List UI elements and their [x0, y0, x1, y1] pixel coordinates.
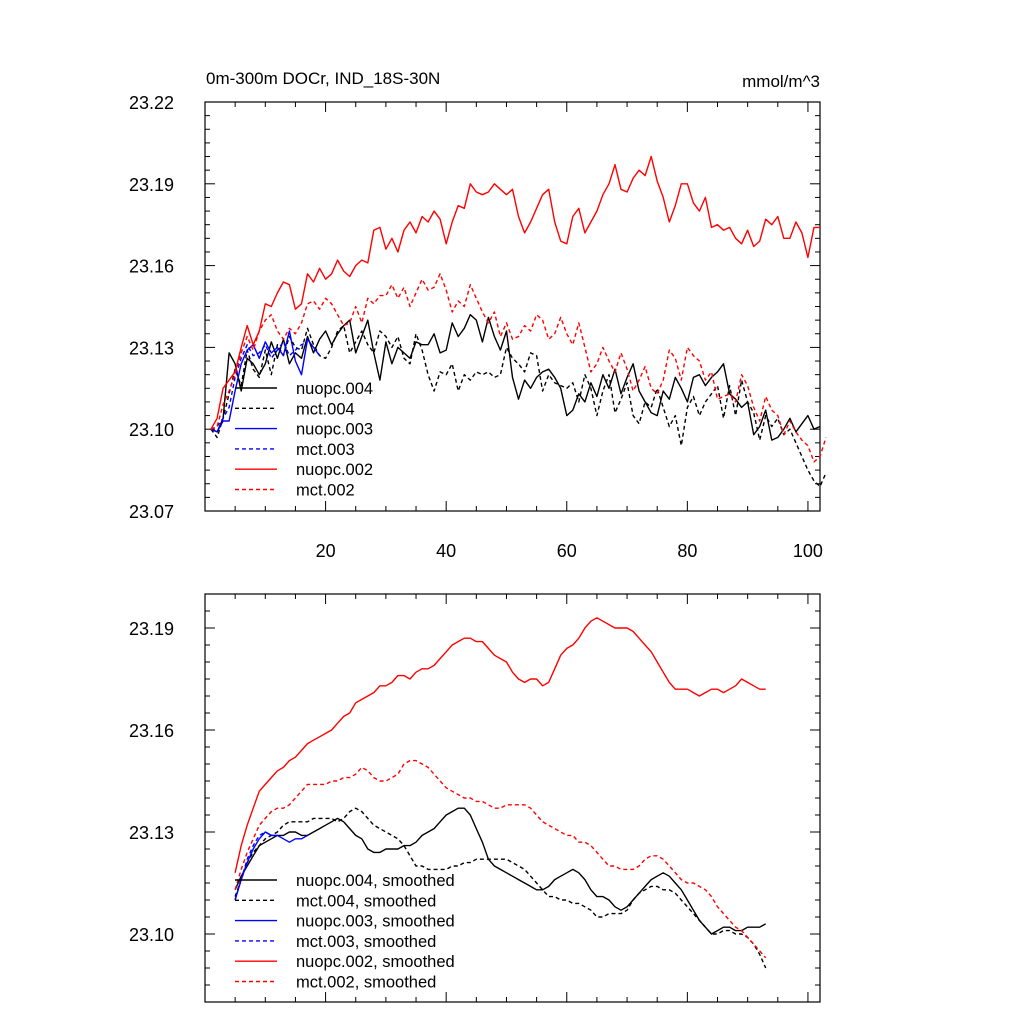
top-panel-title: 0m-300m DOCr, IND_18S-30N: [206, 69, 440, 88]
series-line-nuopc-003-smoothed: [234, 831, 308, 901]
top-panel-units: mmol/m^3: [742, 72, 820, 91]
legend-label: nuopc.003, smoothed: [296, 913, 455, 931]
x-tick-label: 60: [557, 541, 577, 561]
series-line-mct-002: [210, 273, 827, 463]
y-tick-label: 23.10: [129, 925, 174, 945]
legend-label: nuopc.003: [296, 421, 373, 439]
y-tick-label: 23.13: [129, 338, 174, 358]
y-tick-label: 23.16: [129, 721, 174, 741]
x-tick-label: 40: [436, 541, 456, 561]
y-tick-label: 23.19: [129, 175, 174, 195]
bottom-panel-series: [234, 617, 767, 969]
series-line-nuopc-002-smoothed: [234, 617, 766, 873]
y-tick-label: 23.10: [129, 420, 174, 440]
x-tick-label: 20: [316, 541, 336, 561]
top-panel-legend: nuopc.004 mct.004 nuopc.003 mct.003 nuopc.00…: [235, 380, 373, 500]
legend-label: mct.004, smoothed: [296, 892, 436, 910]
top-panel-axes: 20 40 60 80 100 23.07 23.10 23.13 23.16 23.19 23.2…: [129, 93, 823, 561]
legend-label: nuopc.004: [296, 380, 373, 398]
series-line-mct-003: [210, 341, 308, 430]
y-tick-label: 23.16: [129, 257, 174, 277]
legend-label: mct.003, smoothed: [296, 933, 436, 951]
y-tick-label: 23.13: [129, 823, 174, 843]
legend-label: mct.002, smoothed: [296, 974, 436, 992]
x-tick-label: 100: [793, 541, 823, 561]
legend-label: nuopc.002: [296, 461, 373, 479]
y-tick-label: 23.19: [129, 619, 174, 639]
bottom-panel: 23.10 23.13 23.16 23.19 nuopc.004, smoothed…: [129, 593, 821, 1003]
top-panel: 0m-300m DOCr, IND_18S-30N mmol/m^3 20 40 6…: [129, 69, 827, 561]
legend-label: mct.004: [296, 400, 355, 418]
series-line-nuopc-003: [210, 330, 321, 433]
series-line-mct-003-smoothed: [234, 831, 278, 901]
legend-label: mct.002: [296, 482, 355, 500]
legend-label: nuopc.002, smoothed: [296, 953, 455, 971]
y-tick-label: 23.07: [129, 502, 174, 522]
series-line-nuopc-004: [210, 314, 821, 441]
bottom-panel-axes: 23.10 23.13 23.16 23.19: [129, 593, 821, 1003]
legend-label: mct.003: [296, 441, 355, 459]
x-tick-label: 80: [677, 541, 697, 561]
series-line-nuopc-002: [210, 155, 820, 430]
series-line-nuopc-004-smoothed: [234, 807, 767, 935]
y-tick-label: 23.22: [129, 93, 174, 113]
legend-label: nuopc.004, smoothed: [296, 872, 455, 890]
series-line-mct-002-smoothed: [234, 759, 767, 959]
top-panel-series: [210, 155, 827, 488]
bottom-panel-legend: nuopc.004, smoothed mct.004, smoothed nuop…: [235, 872, 455, 992]
series-line-mct-004-smoothed: [234, 807, 767, 969]
